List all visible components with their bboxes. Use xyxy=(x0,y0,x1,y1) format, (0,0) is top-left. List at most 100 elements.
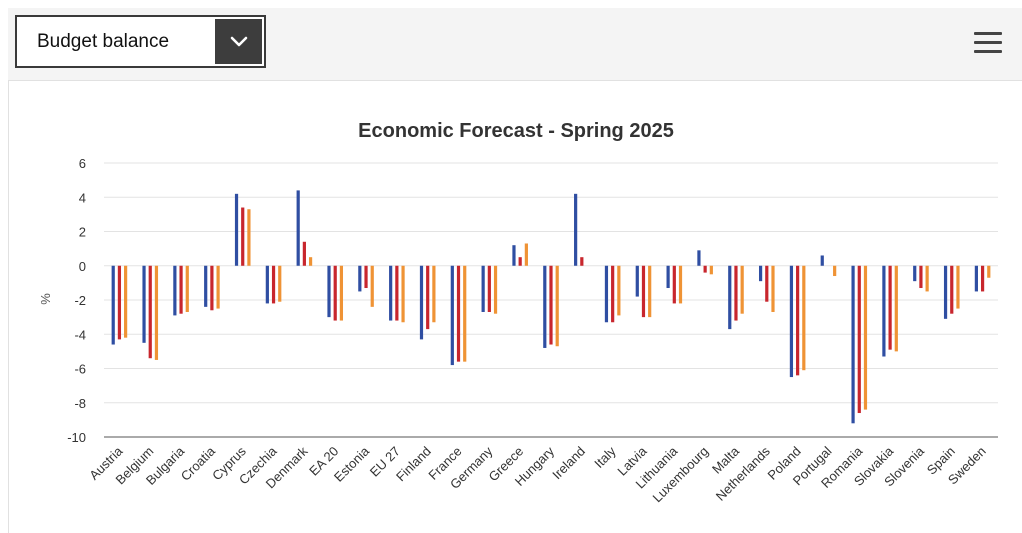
bar xyxy=(401,265,405,323)
bar xyxy=(648,265,652,318)
bar xyxy=(154,265,159,360)
bar xyxy=(124,265,128,338)
x-tick-label: Estonia xyxy=(331,443,373,485)
x-tick-label: Croatia xyxy=(178,443,219,484)
bar xyxy=(888,265,892,350)
bar xyxy=(271,265,276,304)
bar xyxy=(278,265,282,302)
bar xyxy=(173,265,177,316)
bar xyxy=(734,265,738,321)
bar xyxy=(678,265,683,304)
x-tick-label: Ireland xyxy=(549,444,588,483)
indicator-dropdown-label: Budget balance xyxy=(37,30,170,52)
bar xyxy=(395,265,399,321)
bar xyxy=(265,265,269,304)
bar xyxy=(185,265,189,312)
bar xyxy=(974,265,978,292)
bar xyxy=(758,265,763,282)
bar xyxy=(943,265,948,319)
y-tick-label: 4 xyxy=(79,190,86,205)
bar xyxy=(728,265,732,330)
bar xyxy=(111,265,115,345)
chevron-down-icon xyxy=(230,36,247,46)
bar xyxy=(179,265,183,314)
bar xyxy=(641,265,646,318)
bar xyxy=(327,265,331,318)
bar xyxy=(487,265,491,312)
bar xyxy=(481,265,485,312)
bar xyxy=(432,265,436,323)
bar xyxy=(765,265,769,302)
bar xyxy=(296,190,300,266)
bar xyxy=(493,265,498,314)
chart-title: Economic Forecast - Spring 2025 xyxy=(358,120,674,142)
bar xyxy=(364,265,368,289)
bar xyxy=(635,265,639,297)
bar xyxy=(512,245,516,266)
bar xyxy=(919,265,923,289)
bar xyxy=(604,265,609,323)
bar xyxy=(518,257,522,266)
bar xyxy=(308,257,313,266)
bar xyxy=(740,265,744,314)
hamburger-menu-icon-line xyxy=(974,50,1002,53)
bar xyxy=(617,265,621,316)
y-tick-label: 6 xyxy=(79,156,86,171)
bar xyxy=(666,265,670,289)
bar xyxy=(987,265,991,278)
bar xyxy=(247,209,251,266)
bar xyxy=(802,265,806,371)
bar xyxy=(117,265,122,340)
bar xyxy=(980,265,985,292)
bar xyxy=(419,265,424,340)
bar xyxy=(524,243,528,266)
bar xyxy=(241,207,245,266)
bar xyxy=(216,265,220,309)
bar xyxy=(339,265,344,321)
y-tick-label: -4 xyxy=(74,327,86,342)
y-tick-label: 2 xyxy=(79,225,86,240)
bar xyxy=(950,265,954,314)
bar xyxy=(672,265,676,304)
y-tick-label: -2 xyxy=(74,293,86,308)
bar xyxy=(697,250,701,266)
bar xyxy=(549,265,553,345)
bar xyxy=(555,265,559,347)
bar xyxy=(580,257,584,266)
y-axis-label: % xyxy=(38,293,53,305)
bar xyxy=(389,265,393,321)
x-tick-label: Finland xyxy=(393,444,434,485)
bar xyxy=(574,193,578,266)
bar xyxy=(234,193,239,266)
y-tick-label: -8 xyxy=(74,396,86,411)
menu-button[interactable] xyxy=(974,32,1004,56)
y-tick-label: -6 xyxy=(74,362,86,377)
bar xyxy=(450,265,454,366)
bar xyxy=(426,265,430,330)
y-tick-label: 0 xyxy=(79,259,86,274)
indicator-dropdown[interactable]: Budget balance xyxy=(15,15,266,68)
toolbar: Budget balance xyxy=(8,8,1022,81)
bar xyxy=(894,265,898,352)
bar xyxy=(333,265,337,321)
bar xyxy=(543,265,547,348)
bar xyxy=(863,265,868,410)
bar xyxy=(925,265,929,292)
bar xyxy=(913,265,917,282)
bar xyxy=(456,265,461,362)
bar xyxy=(820,255,824,266)
bar xyxy=(611,265,615,323)
bar xyxy=(771,265,775,312)
bar xyxy=(148,265,152,359)
bar xyxy=(709,265,713,275)
bar xyxy=(857,265,861,414)
dropdown-toggle-button[interactable] xyxy=(215,19,262,64)
bar xyxy=(851,265,855,424)
bar xyxy=(796,265,800,376)
bar xyxy=(882,265,886,357)
bar xyxy=(463,265,467,362)
bar xyxy=(370,265,374,307)
bar xyxy=(302,241,306,266)
bar xyxy=(358,265,362,292)
